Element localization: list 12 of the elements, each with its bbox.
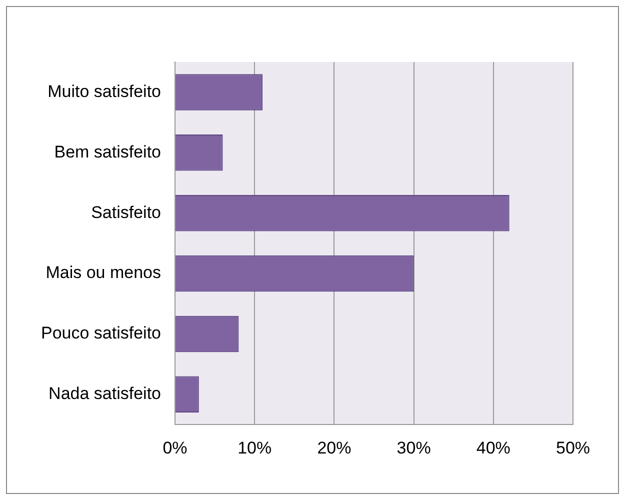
y-tick-label: Muito satisfeito (48, 82, 162, 101)
x-tick-label: 20% (317, 438, 352, 458)
y-tick-label: Pouco satisfeito (40, 324, 162, 343)
x-tick-label: 40% (476, 438, 510, 458)
y-tick-label: Mais ou menos (46, 263, 162, 282)
y-tick-label: Satisfeito (91, 202, 162, 222)
y-tick-label: Bem satisfeito (54, 142, 162, 162)
x-tick-label: 10% (238, 438, 272, 458)
x-tick-label: 0% (162, 438, 188, 458)
x-tick-label: 50% (556, 438, 590, 458)
y-tick-label: Nada satisfeito (48, 384, 162, 404)
x-tick-label: 30% (396, 438, 431, 458)
